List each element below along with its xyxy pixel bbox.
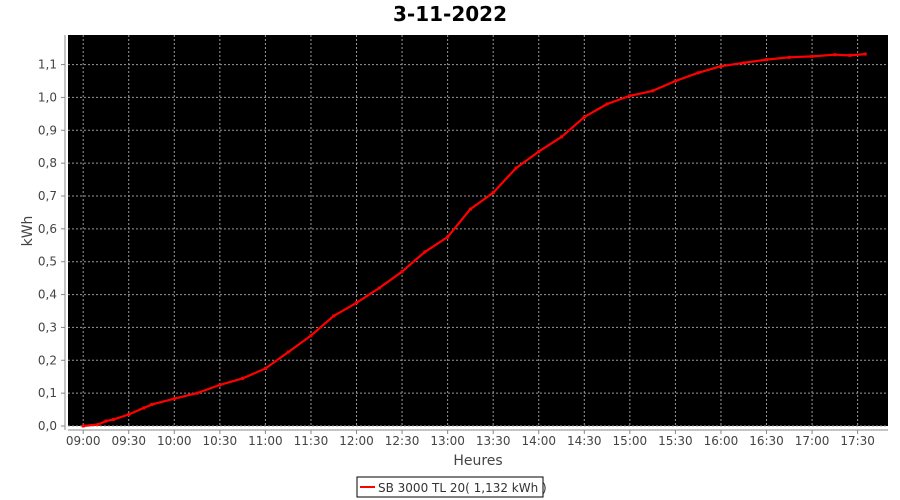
x-axis-label: Heures	[453, 453, 502, 469]
y-tick-label: 0,6	[38, 222, 57, 236]
x-tick-label: 15:00	[613, 434, 648, 448]
grid	[68, 35, 888, 427]
y-tick-labels: 0,0 0,1 0,2 0,3 0,4 0,5 0,6 0,7 0,8 0,9 1,0 1,1	[38, 58, 65, 433]
data-point	[81, 424, 85, 428]
x-tick-label: 14:00	[521, 434, 556, 448]
data-point	[787, 55, 791, 59]
data-point	[605, 102, 609, 106]
chart-title: 3-11-2022	[393, 2, 507, 26]
data-point	[400, 270, 404, 274]
data-point	[195, 391, 199, 395]
axes	[64, 35, 888, 431]
data-point	[332, 314, 336, 318]
x-tick-labels: 09:00 09:30 10:00 10:30 11:00 11:30 12:00 12:30…	[66, 430, 875, 448]
data-point	[833, 53, 837, 57]
y-tick-label: 0,9	[38, 123, 57, 137]
data-point	[104, 419, 108, 423]
y-tick-label: 0,3	[38, 320, 57, 334]
x-tick-label: 09:00	[66, 434, 101, 448]
legend-box	[356, 476, 544, 498]
y-tick-label: 0,8	[38, 156, 57, 170]
series-group	[81, 52, 867, 428]
x-tick-label: 12:30	[385, 434, 420, 448]
data-point	[112, 417, 116, 421]
data-point	[848, 53, 852, 57]
x-tick-label: 11:00	[248, 434, 283, 448]
data-point	[446, 235, 450, 239]
data-point	[142, 406, 146, 410]
plot-area	[68, 35, 888, 426]
x-tick-label: 10:30	[203, 434, 238, 448]
x-tick-label: 11:30	[294, 434, 329, 448]
x-tick-label: 16:30	[749, 434, 784, 448]
y-tick-label: 1,0	[38, 90, 57, 104]
data-point	[673, 79, 677, 83]
x-tick-label: 14:30	[567, 434, 602, 448]
x-tick-label: 13:30	[476, 434, 511, 448]
data-point	[742, 61, 746, 65]
data-point	[537, 150, 541, 154]
data-point	[377, 286, 381, 290]
x-tick-label: 09:30	[111, 434, 146, 448]
data-point	[309, 334, 313, 338]
y-tick-label: 0,7	[38, 189, 57, 203]
x-tick-label: 12:00	[339, 434, 374, 448]
data-point	[719, 64, 723, 68]
data-point	[696, 71, 700, 75]
x-tick-label: 17:30	[840, 434, 875, 448]
data-point	[263, 367, 267, 370]
data-point	[582, 115, 586, 119]
x-tick-label: 16:00	[704, 434, 739, 448]
y-tick-label: 0,1	[38, 386, 57, 400]
data-point	[218, 383, 222, 387]
data-point	[241, 376, 245, 380]
legend-label: SB 3000 TL 20( 1,132 kWh )	[378, 481, 547, 495]
data-point	[765, 58, 769, 62]
data-point	[172, 397, 176, 401]
data-point	[651, 89, 655, 93]
data-point	[810, 54, 814, 58]
legend: SB 3000 TL 20( 1,132 kWh )	[356, 476, 547, 498]
data-point	[150, 403, 154, 407]
data-point	[514, 166, 518, 170]
x-tick-label: 10:00	[157, 434, 192, 448]
y-tick-label: 0,2	[38, 353, 57, 367]
data-point	[127, 413, 131, 416]
y-tick-label: 0,4	[38, 288, 57, 302]
y-tick-label: 1,1	[38, 58, 57, 72]
data-point	[560, 135, 564, 139]
x-tick-label: 15:30	[658, 434, 693, 448]
y-tick-label: 0,5	[38, 255, 57, 269]
data-point	[491, 191, 495, 195]
data-point	[423, 250, 427, 254]
data-point	[628, 94, 632, 98]
data-point	[355, 301, 359, 305]
x-tick-label: 17:00	[795, 434, 830, 448]
y-tick-label: 0,0	[38, 419, 57, 433]
data-point	[286, 350, 290, 354]
x-tick-label: 13:00	[430, 434, 465, 448]
data-point	[863, 52, 867, 56]
y-axis-label: kWh	[20, 216, 36, 247]
data-point	[468, 207, 472, 211]
data-point	[96, 422, 100, 426]
